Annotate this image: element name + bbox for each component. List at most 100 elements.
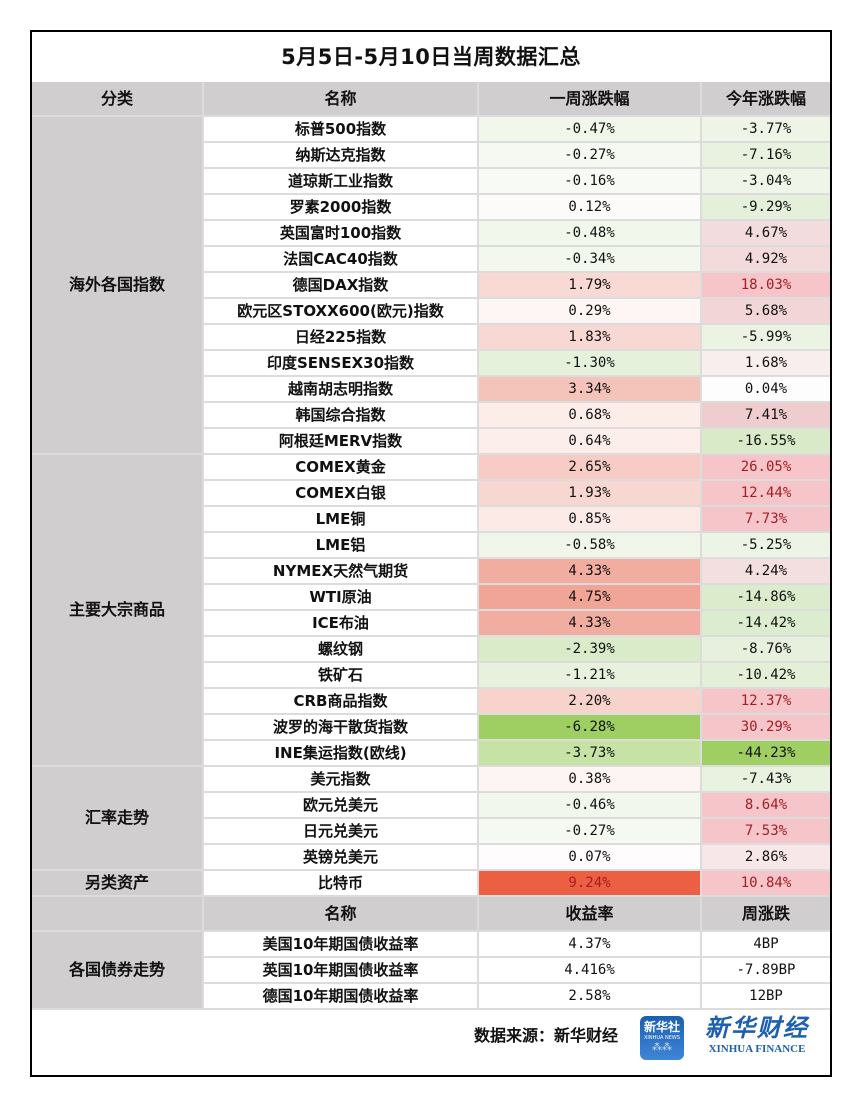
item-name: WTI原油 bbox=[204, 585, 479, 611]
item-name: 德国DAX指数 bbox=[204, 273, 479, 299]
data-source: 数据来源：新华财经 bbox=[473, 1026, 618, 1045]
table-row: 英镑兑美元 0.07% 2.86% bbox=[32, 845, 830, 871]
week-change: 2.65% bbox=[479, 455, 702, 481]
week-change: -0.34% bbox=[479, 247, 702, 273]
week-change: 0.64% bbox=[479, 429, 702, 455]
table-row: 日元兑美元 -0.27% 7.53% bbox=[32, 819, 830, 845]
week-change: -3.73% bbox=[479, 741, 702, 767]
ytd-change: 4.67% bbox=[702, 221, 830, 247]
ytd-change: 2.86% bbox=[702, 845, 830, 871]
week-change: 2.20% bbox=[479, 689, 702, 715]
item-name: 美元指数 bbox=[204, 767, 479, 793]
ytd-change: -7.16% bbox=[702, 143, 830, 169]
ytd-change: 30.29% bbox=[702, 715, 830, 741]
week-change: 3.34% bbox=[479, 377, 702, 403]
week-change: -1.21% bbox=[479, 663, 702, 689]
week-change: -0.47% bbox=[479, 117, 702, 143]
bond-name: 美国10年期国债收益率 bbox=[204, 932, 479, 958]
item-name: LME铜 bbox=[204, 507, 479, 533]
table-row: 主要大宗商品 COMEX黄金 2.65% 26.05% bbox=[32, 455, 830, 767]
bond-header-yield: 收益率 bbox=[479, 897, 702, 932]
bond-weekly: 4BP bbox=[702, 932, 830, 958]
week-change: -0.16% bbox=[479, 169, 702, 195]
item-name: 法国CAC40指数 bbox=[204, 247, 479, 273]
table-row: 英国10年期国债收益率 4.416% -7.89BP bbox=[32, 958, 830, 984]
ytd-change: -44.23% bbox=[702, 741, 830, 767]
week-change: 1.93% bbox=[479, 481, 702, 507]
week-change: 0.68% bbox=[479, 403, 702, 429]
bond-header-blank bbox=[32, 897, 204, 932]
week-change: 4.33% bbox=[479, 611, 702, 637]
week-change: -0.27% bbox=[479, 143, 702, 169]
category-cell: 汇率走势 bbox=[32, 767, 204, 871]
ytd-change: 18.03% bbox=[702, 273, 830, 299]
item-name: 道琼斯工业指数 bbox=[204, 169, 479, 195]
week-change: -2.39% bbox=[479, 637, 702, 663]
item-name: ICE布油 bbox=[204, 611, 479, 637]
week-change: -0.58% bbox=[479, 533, 702, 559]
header-row: 分类 名称 一周涨跌幅 今年涨跌幅 bbox=[32, 82, 830, 117]
ytd-change: 7.53% bbox=[702, 819, 830, 845]
globe-network-icon: ⁂⁂ bbox=[652, 1042, 672, 1053]
table-row: 日经225指数 1.83% -5.99% bbox=[32, 325, 830, 351]
xinhua-finance-logo: 新华财经 XINHUA FINANCE bbox=[692, 1014, 822, 1060]
ytd-change: 1.68% bbox=[702, 351, 830, 377]
item-name: 欧元区STOXX600(欧元)指数 bbox=[204, 299, 479, 325]
week-change: 0.12% bbox=[479, 195, 702, 221]
week-change: 0.38% bbox=[479, 767, 702, 793]
ytd-change: -7.43% bbox=[702, 767, 830, 793]
table-row: WTI原油 4.75% -14.86% bbox=[32, 585, 830, 611]
table-row: LME铝 -0.58% -5.25% bbox=[32, 533, 830, 559]
header-ytd-change: 今年涨跌幅 bbox=[702, 82, 830, 117]
table-row: 欧元兑美元 -0.46% 8.64% bbox=[32, 793, 830, 819]
table-row: 螺纹钢 -2.39% -8.76% bbox=[32, 637, 830, 663]
bond-name: 英国10年期国债收益率 bbox=[204, 958, 479, 984]
item-name: 印度SENSEX30指数 bbox=[204, 351, 479, 377]
category-cell: 海外各国指数 bbox=[32, 117, 204, 455]
item-name: 英镑兑美元 bbox=[204, 845, 479, 871]
bond-yield: 4.416% bbox=[479, 958, 702, 984]
ytd-change: -3.04% bbox=[702, 169, 830, 195]
bond-yield: 4.37% bbox=[479, 932, 702, 958]
item-name: 日元兑美元 bbox=[204, 819, 479, 845]
ytd-change: -5.99% bbox=[702, 325, 830, 351]
ytd-change: 0.04% bbox=[702, 377, 830, 403]
table-row: 波罗的海干散货指数 -6.28% 30.29% bbox=[32, 715, 830, 741]
item-name: 英国富时100指数 bbox=[204, 221, 479, 247]
ytd-change: -14.42% bbox=[702, 611, 830, 637]
data-table: 分类 名称 一周涨跌幅 今年涨跌幅 海外各国指数 标普500指数 -0.47% -3.… bbox=[32, 82, 830, 1010]
ytd-change: 7.73% bbox=[702, 507, 830, 533]
item-name: 铁矿石 bbox=[204, 663, 479, 689]
week-change: -6.28% bbox=[479, 715, 702, 741]
week-change: -0.46% bbox=[479, 793, 702, 819]
ytd-change: -8.76% bbox=[702, 637, 830, 663]
table-row: CRB商品指数 2.20% 12.37% bbox=[32, 689, 830, 715]
table-row: 汇率走势 美元指数 0.38% -7.43% bbox=[32, 767, 830, 871]
bond-header-name: 名称 bbox=[204, 897, 479, 932]
table-row: 德国10年期国债收益率 2.58% 12BP bbox=[32, 984, 830, 1010]
table-row: 英国富时100指数 -0.48% 4.67% bbox=[32, 221, 830, 247]
ytd-change: 12.44% bbox=[702, 481, 830, 507]
ytd-change: 12.37% bbox=[702, 689, 830, 715]
item-name: COMEX白银 bbox=[204, 481, 479, 507]
ytd-change: -9.29% bbox=[702, 195, 830, 221]
week-change: 4.33% bbox=[479, 559, 702, 585]
table-title: 5月5日-5月10日当周数据汇总 bbox=[281, 45, 581, 69]
week-change: -1.30% bbox=[479, 351, 702, 377]
bond-header-row: 名称 收益率 周涨跌 bbox=[32, 897, 830, 932]
header-category: 分类 bbox=[32, 82, 204, 117]
ytd-change: 5.68% bbox=[702, 299, 830, 325]
week-change: 0.85% bbox=[479, 507, 702, 533]
ytd-change: 8.64% bbox=[702, 793, 830, 819]
ytd-change: 4.92% bbox=[702, 247, 830, 273]
ytd-change: 4.24% bbox=[702, 559, 830, 585]
table-row: 欧元区STOXX600(欧元)指数 0.29% 5.68% bbox=[32, 299, 830, 325]
ytd-change: -10.42% bbox=[702, 663, 830, 689]
week-change: 9.24% bbox=[479, 871, 702, 897]
item-name: NYMEX天然气期货 bbox=[204, 559, 479, 585]
table-row: 海外各国指数 标普500指数 -0.47% -3.77% bbox=[32, 117, 830, 455]
table-row: LME铜 0.85% 7.73% bbox=[32, 507, 830, 533]
table-row: INE集运指数(欧线) -3.73% -44.23% bbox=[32, 741, 830, 767]
bond-name: 德国10年期国债收益率 bbox=[204, 984, 479, 1010]
ytd-change: 26.05% bbox=[702, 455, 830, 481]
